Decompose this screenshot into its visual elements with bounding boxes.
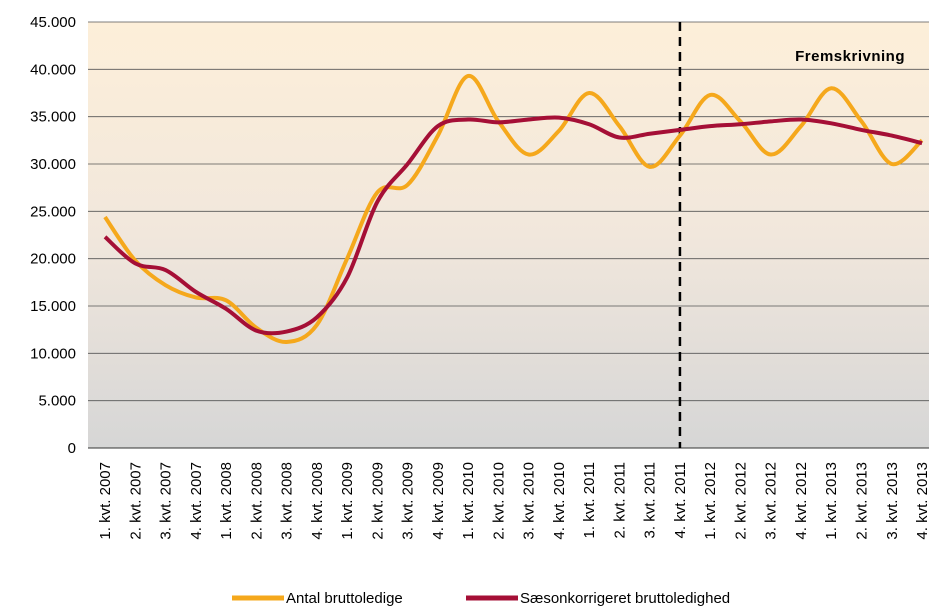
x-tick-label: 3. kvt. 2007	[158, 462, 175, 540]
x-tick-label: 1. kvt. 2010	[460, 462, 477, 540]
y-tick-label: 5.000	[38, 393, 76, 410]
x-tick-label: 4. kvt. 2009	[430, 462, 447, 540]
x-tick-label: 1. kvt. 2013	[823, 462, 840, 540]
x-tick-label: 3. kvt. 2011	[642, 462, 659, 538]
y-tick-label: 25.000	[30, 203, 76, 220]
y-tick-label: 0	[68, 440, 76, 457]
y-tick-label: 30.000	[30, 156, 76, 173]
x-tick-label: 4. kvt. 2013	[914, 462, 931, 540]
x-tick-label: 4. kvt. 2012	[793, 462, 810, 540]
x-tick-label: 1. kvt. 2011	[581, 462, 598, 538]
annotation: Fremskrivning	[795, 48, 905, 65]
x-tick-label: 2. kvt. 2012	[732, 462, 749, 540]
plot-background	[88, 22, 929, 448]
x-tick-label: 4. kvt. 2008	[309, 462, 326, 540]
y-tick-label: 35.000	[30, 109, 76, 126]
x-tick-label: 3. kvt. 2008	[279, 462, 296, 540]
x-tick-label: 3. kvt. 2013	[884, 462, 901, 540]
x-tick-label: 1. kvt. 2009	[339, 462, 356, 540]
x-tick-label: 4. kvt. 2007	[188, 462, 205, 540]
y-tick-label: 10.000	[30, 345, 76, 362]
legend-label: Antal bruttoledige	[286, 590, 403, 607]
series-line	[103, 73, 924, 344]
y-tick-label: 40.000	[30, 61, 76, 78]
y-tick-label: 45.000	[30, 14, 76, 31]
x-tick-label: 1. kvt. 2008	[218, 462, 235, 540]
x-tick-label: 1. kvt. 2012	[702, 462, 719, 540]
y-tick-label: 20.000	[30, 251, 76, 268]
series-line	[103, 115, 923, 336]
x-tick-label: 2. kvt. 2008	[248, 462, 265, 540]
x-tick-label: 2. kvt. 2011	[611, 462, 628, 538]
x-tick-label: 3. kvt. 2012	[763, 462, 780, 540]
x-tick-label: 4. kvt. 2011	[672, 462, 689, 538]
x-tick-label: 1. kvt. 2007	[97, 462, 114, 540]
legend-label: Sæsonkorrigeret bruttoledighed	[520, 590, 730, 607]
x-tick-label: 2. kvt. 2007	[127, 462, 144, 540]
y-tick-label: 15.000	[30, 298, 76, 315]
x-tick-label: 2. kvt. 2013	[854, 462, 871, 540]
x-tick-label: 2. kvt. 2009	[369, 462, 386, 540]
x-tick-label: 2. kvt. 2010	[490, 462, 507, 540]
x-tick-label: 4. kvt. 2010	[551, 462, 568, 540]
x-tick-label: 3. kvt. 2009	[400, 462, 417, 540]
x-tick-label: 3. kvt. 2010	[521, 462, 538, 540]
